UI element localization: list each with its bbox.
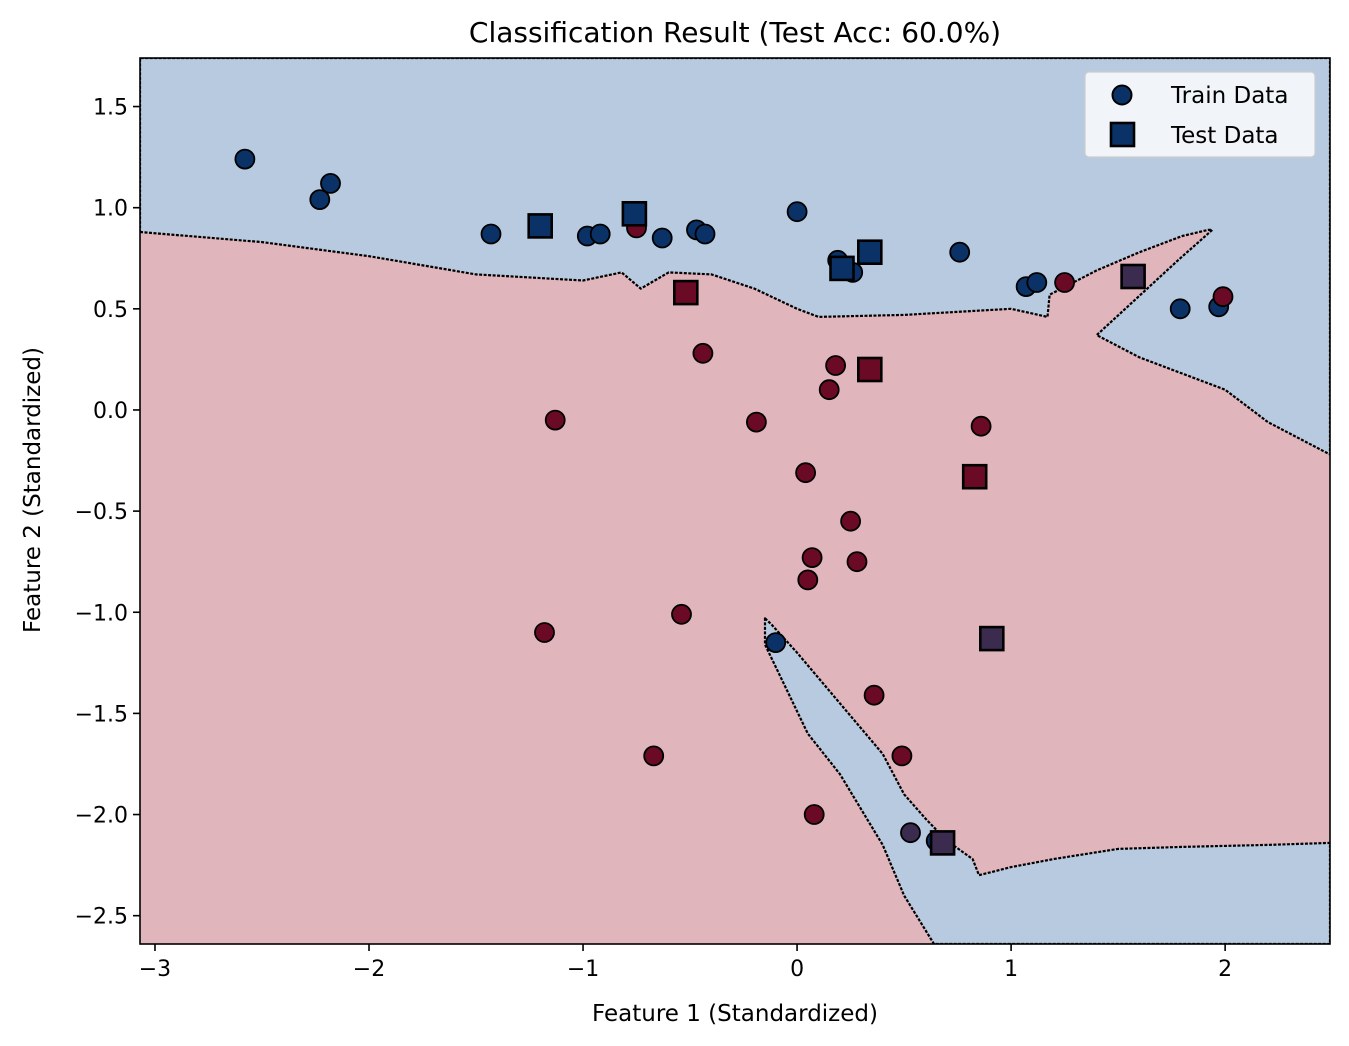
train-point-10 [786, 201, 808, 223]
legend: Train Data Test Data [1084, 71, 1316, 158]
test-point-2 [672, 279, 699, 306]
y-tick-label: −2.0 [75, 804, 128, 829]
x-axis-ticks: −3 −2 −1 0 1 2 [139, 944, 1232, 982]
train-point-27 [840, 510, 861, 532]
y-axis-label: Feature 2 (Standardized) [20, 347, 46, 633]
y-tick-label: −2.5 [75, 905, 128, 930]
x-tick-label: 2 [1218, 957, 1232, 982]
legend-frame [1084, 71, 1316, 158]
train-point-25 [970, 415, 992, 437]
train-point-34 [863, 684, 885, 706]
train-point-7 [651, 227, 673, 249]
class-a-region-0 [140, 58, 1330, 456]
train-point-33 [765, 632, 787, 653]
train-point-17 [1169, 298, 1191, 320]
train-point-32 [671, 603, 692, 625]
train-point-1 [309, 189, 331, 211]
train-point-3 [480, 223, 502, 245]
train-point-26 [795, 462, 816, 484]
test-points [527, 201, 1146, 856]
train-point-28 [801, 547, 823, 568]
train-point-29 [846, 551, 868, 573]
train-point-24 [746, 411, 767, 433]
x-tick-label: 0 [790, 957, 804, 982]
x-axis-label: Feature 1 (Standardized) [592, 1001, 878, 1027]
train-point-16 [1054, 272, 1075, 293]
plot-area [140, 58, 1330, 944]
y-tick-label: −1.0 [75, 601, 128, 626]
legend-train-label: Train Data [1170, 83, 1288, 109]
train-point-20 [692, 342, 714, 364]
test-point-5 [856, 356, 883, 383]
legend-test-marker [1109, 121, 1136, 148]
x-tick-label: 1 [1004, 957, 1018, 982]
train-point-35 [643, 745, 665, 767]
test-point-4 [856, 239, 883, 265]
train-point-36 [891, 745, 913, 767]
train-point-13 [949, 241, 971, 263]
y-tick-label: −1.5 [75, 702, 128, 727]
train-point-9 [694, 223, 716, 245]
train-point-21 [825, 355, 846, 376]
train-point-15 [1026, 272, 1048, 293]
train-point-37 [803, 804, 825, 825]
legend-train-marker [1111, 84, 1133, 106]
x-tick-label: −1 [567, 957, 599, 982]
class-a-regions [140, 58, 1330, 944]
y-tick-label: 0.0 [93, 399, 128, 424]
test-point-6 [1120, 263, 1146, 290]
test-point-0 [527, 213, 554, 239]
train-point-0 [234, 148, 256, 170]
train-point-2 [320, 172, 341, 194]
test-point-9 [929, 830, 956, 856]
test-point-1 [621, 201, 648, 227]
test-point-3 [829, 255, 855, 282]
y-tick-label: 1.5 [93, 96, 128, 121]
train-point-5 [589, 223, 611, 245]
y-axis-ticks: 1.5 1.0 0.5 0.0 −0.5 −1.0 −1.5 −2.0 −2.5 [75, 96, 140, 930]
class-a-region-1 [763, 617, 1330, 944]
train-point-19 [1212, 286, 1234, 308]
legend-test-label: Test Data [1170, 123, 1279, 149]
test-point-7 [961, 463, 988, 490]
plot-frame [139, 57, 1331, 945]
train-point-30 [797, 569, 819, 591]
train-point-38 [900, 822, 921, 844]
y-tick-label: 0.5 [93, 298, 128, 323]
y-tick-label: 1.0 [93, 197, 128, 222]
x-tick-label: −2 [353, 957, 385, 982]
train-point-31 [534, 622, 555, 643]
train-point-22 [818, 379, 840, 401]
chart-title: Classification Result (Test Acc: 60.0%) [469, 16, 1001, 49]
x-tick-label: −3 [139, 957, 171, 982]
train-point-23 [544, 409, 566, 431]
y-tick-label: −0.5 [75, 500, 128, 525]
test-point-8 [978, 625, 1005, 652]
